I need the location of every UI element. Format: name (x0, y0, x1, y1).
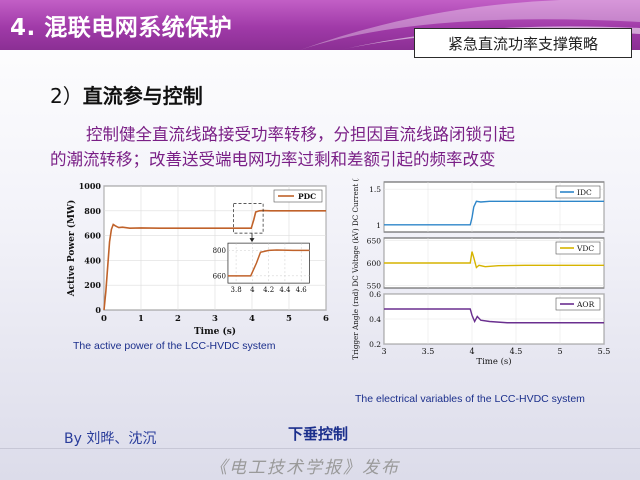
legend-box (555, 185, 601, 199)
x-tick-label: 3 (212, 314, 218, 324)
x-tick-label: 0 (101, 314, 107, 324)
y-tick-label: 800 (84, 206, 101, 216)
x-tick-label: 4.5 (510, 347, 523, 356)
right-chart-caption: The electrical variables of the LCC-HVDC… (355, 393, 585, 405)
inset-y-tick-label: 800 (213, 247, 226, 255)
inset-x-tick-label: 4.2 (263, 286, 274, 294)
section-number: 2） (50, 84, 83, 108)
journal-watermark: 《电工技术学报》发布 (210, 458, 400, 478)
x-tick-label: 5 (557, 347, 562, 356)
zoom-arrow-head (249, 238, 255, 243)
y-tick-label: 400 (84, 255, 101, 265)
y-tick-label: 1000 (79, 181, 102, 191)
section-title: 直流参与控制 (82, 84, 203, 108)
x-tick-label: 6 (323, 314, 329, 324)
author-credit: By 刘晔、沈沉 (64, 431, 157, 447)
legend-label-aor: AOR (576, 300, 595, 309)
body-line-2: 的潮流转移；改善送受端电网功率过剩和差额引起的频率改变 (50, 150, 496, 169)
x-tick-label: 3 (381, 347, 386, 356)
y-axis-label: Trigger Angle (rad) DC Voltage (kV) DC C… (351, 178, 360, 360)
legend-box (555, 241, 601, 255)
inset-x-tick-label: 4.4 (279, 286, 291, 294)
body-paragraph: 控制健全直流线路接受功率转移，分担因直流线路闭锁引起 的潮流转移；改善送受端电网… (50, 122, 610, 172)
y-tick-label: 0.6 (369, 290, 381, 299)
x-tick-label: 1 (138, 314, 144, 324)
series-line-vdc (384, 251, 604, 269)
inset-y-tick-label: 660 (213, 272, 226, 280)
y-tick-label: 200 (84, 280, 101, 290)
y-tick-label: 550 (367, 282, 382, 291)
control-method-label: 下垂控制 (288, 425, 349, 443)
y-tick-label: 0.4 (369, 315, 381, 324)
y-tick-label: 600 (367, 259, 382, 268)
x-tick-label: 5 (286, 314, 292, 324)
y-tick-label: 0 (95, 305, 101, 315)
inset-x-tick-label: 4.6 (296, 286, 308, 294)
legend-label-vdc: VDC (576, 244, 594, 253)
active-power-chart: 0 1 2 3 4 5 6 0 200 400 600 800 1000 Time (s) Active P… (66, 181, 329, 336)
legend-label-pdc: PDC (298, 192, 316, 201)
y-tick-label: 1.5 (369, 185, 381, 194)
series-line-aor (384, 308, 604, 324)
inset-series-line-pdc (227, 249, 310, 277)
x-axis-label: Time (s) (194, 326, 236, 336)
y-tick-label: 600 (84, 231, 101, 241)
legend-box (555, 297, 601, 311)
inset-x-tick-label: 4 (250, 286, 255, 294)
x-tick-label: 3.5 (422, 347, 435, 356)
slide-subtitle-box: 紧急直流功率支撑策略 (414, 28, 632, 58)
series-line-idc (384, 200, 604, 226)
x-tick-label: 4 (469, 347, 474, 356)
electrical-variables-chart: 1 1.5 IDC 550 600 650 VDC 0.2 0.4 0.6 AOR 3 3.5 4 4.5 5… (351, 178, 611, 367)
y-axis-label: Active Power (MW) (66, 200, 77, 298)
y-tick-label: 650 (367, 236, 382, 245)
y-tick-label: 0.2 (369, 340, 381, 349)
slide-title: 4. 混联电网系统保护 (10, 15, 233, 41)
legend-box (273, 189, 323, 203)
x-tick-label: 4 (249, 314, 255, 324)
footer-divider (0, 448, 640, 449)
x-axis-label: Time (s) (476, 356, 511, 367)
x-tick-label: 5.5 (598, 347, 611, 356)
body-line-1: 控制健全直流线路接受功率转移，分担因直流线路闭锁引起 (86, 125, 515, 144)
y-tick-label: 1 (376, 221, 381, 230)
section-heading: 2）直流参与控制 (50, 80, 203, 109)
x-tick-label: 2 (175, 314, 181, 324)
inset-x-tick-label: 3.8 (231, 286, 242, 294)
series-line-pdc (103, 209, 326, 311)
legend-label-idc: IDC (577, 188, 592, 197)
left-chart-caption: The active power of the LCC-HVDC system (73, 340, 276, 352)
